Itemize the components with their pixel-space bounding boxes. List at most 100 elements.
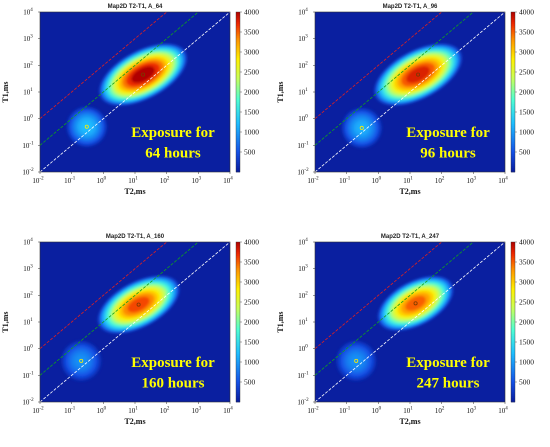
x-tick-label: 101 [128, 177, 138, 186]
signal-peak-2 [65, 105, 108, 148]
reference-line-white [315, 242, 505, 402]
colorbar-tick-label: 1500 [244, 338, 259, 347]
annotation-line-2: 247 hours [417, 376, 480, 392]
colorbar-tick-label: 2500 [244, 298, 259, 307]
y-tick-label: 10-2 [297, 398, 309, 407]
y-tick-label: 10-1 [297, 371, 309, 380]
chart-title: Map2D T2-T1, A_247 [381, 234, 440, 240]
x-tick-label: 10-1 [64, 407, 76, 416]
y-tick-label: 102 [23, 61, 33, 70]
x-tick-label: 104 [223, 407, 233, 416]
y-tick-label: 101 [23, 318, 33, 327]
colorbar: 500 1000 1500 2000 2500 3000 3500 4000 [235, 8, 259, 173]
annotation-line-2: 160 hours [142, 376, 205, 392]
y-tick-label: 104 [298, 238, 308, 247]
colorbar-tick-label: 500 [244, 378, 256, 387]
colorbar-tick-label: 3500 [244, 28, 259, 37]
reference-line-green [315, 12, 474, 146]
annotation-line-1: Exposure for [131, 355, 215, 371]
annotation-line-2: 96 hours [420, 146, 476, 162]
x-tick-label: 103 [192, 407, 202, 416]
y-axis-label: T1,ms [1, 81, 10, 102]
y-tick-label: 10-1 [297, 141, 309, 150]
reference-line-red [315, 12, 443, 119]
colorbar-tick-label: 2500 [244, 68, 259, 77]
y-tick-label: 10-1 [22, 141, 34, 150]
annotation-line-1: Exposure for [406, 355, 490, 371]
signal-peak-1 [377, 275, 454, 332]
colorbar-tick-label: 4000 [244, 238, 259, 247]
peak-marker [354, 358, 359, 363]
colorbar-tick-label: 3000 [519, 48, 534, 57]
colorbar-tick-label: 1000 [244, 128, 259, 137]
x-tick-label: 101 [128, 407, 138, 416]
reference-line-green [40, 242, 199, 376]
y-tick-label: 102 [298, 61, 308, 70]
chart-title: Map2D T2-T1, A_96 [383, 4, 438, 10]
peak-marker [84, 124, 89, 129]
reference-line-red [315, 242, 443, 349]
x-tick-label: 10-2 [32, 407, 44, 416]
x-tick-label: 103 [467, 177, 477, 186]
x-tick-label: 10-1 [339, 407, 351, 416]
y-tick-label: 101 [23, 88, 33, 97]
x-tick-label: 101 [403, 407, 413, 416]
chart-svg: Map2D T2-T1, A_247 10-2 10-1 100 101 102 103 10… [276, 234, 534, 426]
chart-panel-a64: Map2D T2-T1, A_64 10-2 10-1 100 101 102 103 104… [0, 0, 275, 217]
y-tick-label: 104 [298, 8, 308, 17]
x-tick-label: 100 [372, 407, 382, 416]
signal-peak-2 [60, 339, 103, 382]
colorbar-tick-label: 2000 [519, 88, 534, 97]
colorbar-tick-label: 2000 [244, 318, 259, 327]
y-tick-label: 100 [23, 115, 33, 124]
x-axis-label: T2,ms [399, 187, 420, 196]
chart-panel-a247: Map2D T2-T1, A_247 10-2 10-1 100 101 102 103 10… [275, 230, 550, 447]
signal-peak-2 [340, 107, 383, 149]
y-tick-label: 10-1 [22, 371, 34, 380]
x-tick-label: 102 [435, 407, 445, 416]
x-axis-label: T2,ms [399, 417, 420, 426]
x-tick-label: 10-2 [307, 407, 319, 416]
signal-peak-2 [335, 339, 378, 382]
annotation-line-2: 64 hours [145, 146, 201, 162]
x-tick-label: 104 [498, 407, 508, 416]
x-axis-label: T2,ms [124, 417, 145, 426]
x-tick-label: 102 [160, 407, 170, 416]
annotation-line-1: Exposure for [131, 125, 215, 141]
reference-line-green [315, 242, 474, 376]
chart-panel-a96: Map2D T2-T1, A_96 10-2 10-1 100 101 102 103 104… [275, 0, 550, 217]
colorbar-tick-label: 4000 [519, 238, 534, 247]
peak-marker [136, 302, 141, 307]
colorbar-tick-label: 1500 [519, 108, 534, 117]
x-axis-label: T2,ms [124, 187, 145, 196]
reference-line-white [315, 12, 505, 172]
colorbar-tick-label: 3000 [244, 278, 259, 287]
colorbar: 500 1000 1500 2000 2500 3000 3500 4000 [235, 238, 259, 403]
colorbar: 500 1000 1500 2000 2500 3000 3500 4000 [510, 238, 534, 403]
annotation-line-1: Exposure for [406, 125, 490, 141]
signal-peak-1 [98, 43, 188, 107]
x-tick-label: 102 [160, 177, 170, 186]
colorbar: 500 1000 1500 2000 2500 3000 3500 4000 [510, 8, 534, 173]
y-tick-label: 103 [23, 35, 33, 44]
y-tick-label: 100 [298, 345, 308, 354]
y-tick-label: 10-2 [297, 168, 309, 177]
signal-peak-1 [373, 43, 463, 107]
signal-peak-1 [97, 275, 181, 334]
y-tick-label: 104 [23, 238, 33, 247]
reference-line-red [40, 242, 168, 349]
colorbar-tick-label: 3000 [244, 48, 259, 57]
y-tick-label: 103 [23, 265, 33, 274]
colorbar-tick-label: 3500 [519, 28, 534, 37]
colorbar-tick-label: 3500 [244, 258, 259, 267]
colorbar-tick-label: 4000 [244, 8, 259, 17]
colorbar-tick-label: 500 [244, 148, 256, 157]
y-tick-label: 102 [298, 291, 308, 300]
x-tick-label: 100 [97, 407, 107, 416]
colorbar-tick-label: 1000 [519, 128, 534, 137]
colorbar-tick-label: 500 [519, 148, 531, 157]
colorbar-tick-label: 2500 [519, 298, 534, 307]
y-tick-label: 104 [23, 8, 33, 17]
chart-title: Map2D T2-T1, A_160 [106, 234, 165, 240]
peak-marker [416, 72, 421, 77]
